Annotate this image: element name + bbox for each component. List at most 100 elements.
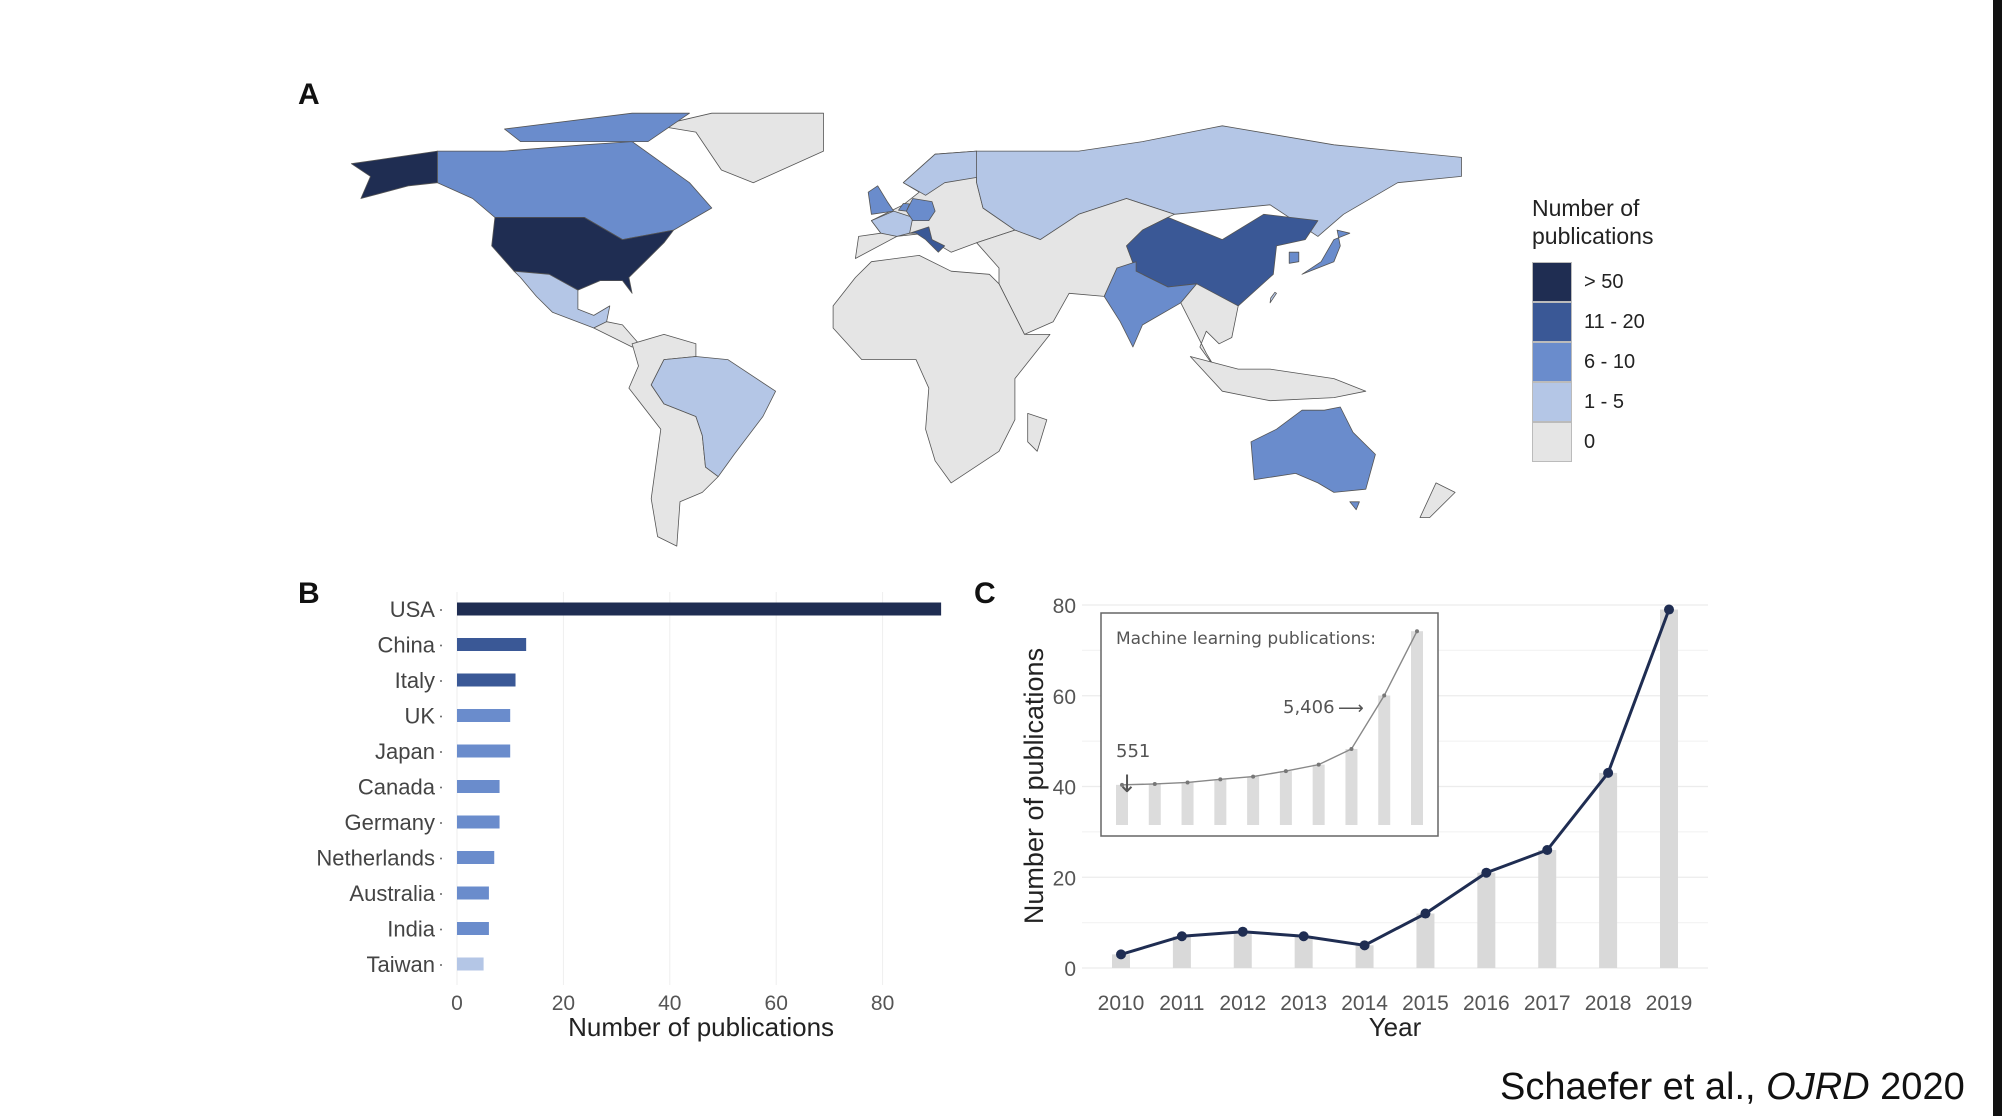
legend-title-line2: publications — [1532, 223, 1654, 249]
y-tick-label: Taiwan — [367, 952, 435, 977]
tick-mark — [440, 822, 442, 824]
tick-mark — [440, 609, 442, 611]
bar-taiwan — [457, 957, 484, 971]
x-tick-label: 20 — [552, 992, 575, 1015]
tick-mark — [440, 786, 442, 789]
y-axis-label: Number of publications — [1019, 648, 1049, 924]
map-region-southeast-asia — [1180, 283, 1239, 370]
data-point — [1603, 767, 1614, 778]
bar-2013 — [1294, 936, 1313, 968]
bar-uk — [457, 709, 511, 722]
inset-arrow-right: ⟶ — [1338, 698, 1364, 719]
inset-line — [1121, 630, 1418, 786]
tick-mark — [440, 964, 442, 966]
x-tick-label: 2014 — [1341, 992, 1388, 1015]
window-edge — [1993, 0, 2002, 1116]
tick-mark — [440, 680, 442, 682]
bar-japan — [457, 744, 511, 758]
panel-label-c: C — [974, 577, 996, 610]
bar-india — [457, 922, 489, 935]
inset-bar — [1312, 764, 1325, 825]
y-tick-label: Netherlands — [316, 846, 435, 871]
panel-label-a: A — [298, 78, 320, 111]
inset-bar — [1279, 771, 1292, 825]
legend-item: > 50 — [1532, 262, 1732, 302]
inset-bar — [1148, 783, 1161, 825]
bar-2016 — [1477, 872, 1496, 968]
y-tick-label: 20 — [1053, 867, 1076, 890]
inset-point — [1251, 774, 1256, 779]
y-tick-label: 80 — [1053, 595, 1076, 618]
legend-item: 1 - 5 — [1532, 382, 1732, 422]
data-point — [1359, 940, 1370, 951]
x-tick-label: 2010 — [1098, 992, 1145, 1015]
y-tick-label: UK — [404, 704, 435, 729]
x-tick-label: 0 — [451, 992, 463, 1015]
inset-bar — [1116, 784, 1128, 825]
bar-2018 — [1599, 772, 1618, 968]
bar-2019 — [1660, 609, 1678, 968]
bar-australia — [457, 886, 489, 900]
tick-mark — [440, 893, 442, 895]
inset-title: Machine learning publications: — [1116, 629, 1376, 649]
legend-swatch — [1532, 262, 1572, 302]
legend-label: 11 - 20 — [1584, 311, 1645, 333]
tick-mark — [440, 857, 442, 860]
legend-swatch — [1532, 342, 1572, 382]
map-region-mexico — [513, 270, 611, 329]
y-tick-label: Japan — [375, 739, 435, 764]
inset-point — [1185, 780, 1190, 785]
legend-item: 11 - 20 — [1532, 302, 1732, 342]
inset-point — [1120, 782, 1124, 787]
data-point — [1237, 926, 1248, 937]
inset-point — [1316, 762, 1321, 767]
x-axis-label: Number of publications — [568, 1012, 834, 1042]
bar-2012 — [1233, 931, 1252, 968]
data-point — [1420, 908, 1431, 919]
bar-netherlands — [457, 851, 495, 864]
data-point — [1542, 845, 1553, 856]
y-tick-label: Germany — [345, 810, 435, 835]
legend-item: 6 - 10 — [1532, 342, 1732, 382]
bar-germany — [457, 815, 500, 829]
country-bar-chart: 0 20 40 60 80 USA China Italy UK Japan Canada Germa… — [316, 592, 942, 1042]
legend-item: 0 — [1532, 422, 1732, 462]
x-tick-label: 2011 — [1159, 992, 1204, 1015]
x-tick-label: 2012 — [1219, 992, 1266, 1015]
x-tick-label: 2016 — [1463, 992, 1510, 1015]
legend-swatch — [1532, 382, 1572, 422]
inset-annotation-551: 551 — [1116, 741, 1150, 762]
map-region-germany — [906, 198, 936, 222]
y-tick-label: 0 — [1064, 958, 1076, 981]
map-region-australia — [1250, 406, 1376, 493]
bar-2011 — [1172, 936, 1191, 968]
inset-bar — [1378, 695, 1391, 825]
inset-annotation-5406: 5,406 — [1283, 697, 1335, 718]
citation-authors: Schaefer et al., — [1500, 1066, 1756, 1108]
legend-label: 1 - 5 — [1584, 391, 1625, 413]
map-region-africa — [832, 254, 1051, 484]
x-tick-label: 2015 — [1402, 992, 1449, 1015]
y-tick-label: Australia — [349, 881, 435, 906]
legend-swatch — [1532, 302, 1572, 342]
inset-bar — [1247, 776, 1260, 825]
bar-2015 — [1416, 913, 1435, 968]
map-region-madagascar — [1027, 412, 1048, 452]
data-point — [1664, 604, 1674, 615]
bar-canada — [457, 780, 500, 793]
x-tick-label: 40 — [658, 992, 681, 1015]
bar-usa — [457, 602, 942, 616]
citation: Schaefer et al., OJRD 2020 — [1500, 1066, 1965, 1109]
map-region-korea — [1288, 251, 1300, 264]
inset-point — [1415, 629, 1419, 634]
map-region-uk — [867, 185, 895, 215]
y-tick-label: Canada — [358, 775, 436, 800]
x-tick-label: 80 — [871, 992, 894, 1015]
tick-mark — [440, 928, 442, 931]
legend-swatch — [1532, 422, 1572, 462]
panel-label-b: B — [298, 577, 320, 610]
y-tick-label: USA — [390, 597, 436, 622]
legend-title-line1: Number of — [1532, 195, 1640, 221]
tick-mark — [440, 751, 442, 753]
data-point — [1298, 931, 1309, 942]
